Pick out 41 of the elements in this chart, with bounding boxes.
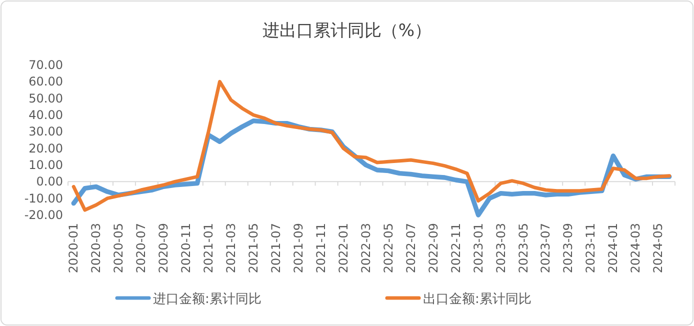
- y-tick-label: -20.00: [24, 208, 63, 222]
- y-tick-label: 40.00: [28, 108, 63, 122]
- x-tick-label: 2021-03: [224, 223, 238, 274]
- x-tick-label: 2024-01: [606, 223, 620, 274]
- x-tick-label: 2023-05: [516, 223, 530, 274]
- x-tick-label: 2020-11: [179, 223, 194, 274]
- x-tick-label: 2021-07: [268, 223, 283, 274]
- x-tick-label: 2022-01: [336, 223, 350, 274]
- x-tick-label: 2023-11: [584, 223, 598, 274]
- x-tick-label: 2021-05: [246, 223, 260, 274]
- legend-label: 进口金额:累计同比: [153, 292, 262, 307]
- x-tick-label: 2022-05: [381, 223, 396, 274]
- line-series: [72, 80, 672, 212]
- x-tick-label: 2023-01: [471, 223, 486, 274]
- x-tick-label: 2020-05: [112, 223, 126, 274]
- x-tick-label: 2020-03: [89, 223, 104, 274]
- x-tick-label: 2021-09: [291, 223, 306, 274]
- x-tick-label: 2022-09: [426, 223, 440, 274]
- y-tick-label: 70.00: [28, 58, 63, 72]
- x-tick-label: 2023-07: [538, 223, 553, 274]
- x-tick-label: 2023-03: [494, 223, 508, 274]
- x-tick-label: 2020-01: [66, 223, 81, 274]
- y-tick-label: 10.00: [28, 158, 63, 172]
- y-tick-label: 50.00: [28, 91, 63, 106]
- y-tick-label: -10.00: [24, 191, 63, 206]
- x-tick-label: 2023-09: [561, 223, 576, 274]
- x-tick-label: 2020-09: [156, 223, 171, 274]
- x-tick-label: 2022-11: [448, 223, 463, 274]
- x-tick-label: 2022-03: [358, 223, 373, 274]
- legend-label: 出口金额:累计同比: [423, 292, 532, 307]
- x-tick-label: 2024-03: [628, 223, 643, 274]
- y-tick-label: 60.00: [28, 74, 63, 89]
- x-tick-label: 2020-07: [134, 223, 148, 274]
- y-tick-label: 20.00: [28, 141, 63, 156]
- chart-title: 进出口累计同比（%）: [262, 21, 432, 41]
- y-tick-label: 30.00: [28, 124, 63, 139]
- x-tick-label: 2022-07: [404, 223, 418, 274]
- x-tick-label: 2024-05: [651, 223, 666, 274]
- x-tick-label: 2021-11: [314, 223, 328, 274]
- x-tick-label: 2021-01: [202, 223, 216, 274]
- y-tick-label: 0.00: [36, 174, 63, 189]
